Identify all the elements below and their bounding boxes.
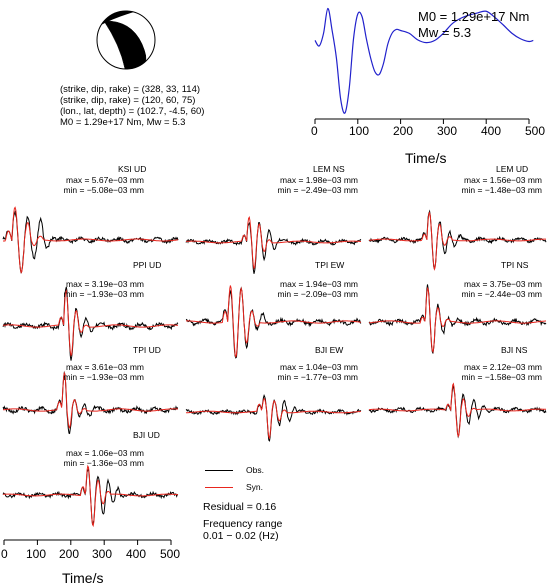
stf-curve <box>314 7 534 114</box>
bottom-tick-label: 500 <box>160 547 181 561</box>
station-label: PPI UD <box>133 260 162 270</box>
amplitude-max: max = 1.06e−03 mm <box>66 448 144 458</box>
station-label: LEM NS <box>313 164 345 174</box>
amplitude-min: min = −1.77e−03 mm <box>277 372 358 382</box>
amplitude-min: min = −1.48e−03 mm <box>461 185 542 195</box>
amplitude-min: min = −1.93e−03 mm <box>63 289 144 299</box>
synthetic-waveform <box>185 397 361 440</box>
synthetic-waveform <box>2 289 179 357</box>
synthetic-waveform <box>368 211 546 271</box>
obs-legend-label: Obs. <box>246 465 264 475</box>
source-location: (lon., lat, depth) = (102.7, -4.5, 60) <box>60 106 205 117</box>
bottom-tick-label: 400 <box>126 547 147 561</box>
amplitude-min: min = −2.44e−03 mm <box>461 289 542 299</box>
amplitude-max: max = 5.67e−03 mm <box>66 175 144 185</box>
station-label: LEM UD <box>496 164 529 174</box>
stf-tick-label: 200 <box>393 124 414 138</box>
bottom-x-axis-label: Time/s <box>62 570 104 586</box>
synthetic-waveform <box>368 382 546 438</box>
amplitude-min: min = −2.09e−03 mm <box>277 289 358 299</box>
synthetic-waveform <box>368 286 546 354</box>
stf-tick-label: 0 <box>311 124 318 138</box>
bottom-tick-label: 300 <box>92 547 113 561</box>
stf-m0-label: M0 = 1.29e+17 Nm <box>418 9 530 24</box>
obs-legend-swatch <box>205 470 233 472</box>
amplitude-max: max = 1.04e−03 mm <box>280 362 358 372</box>
frequency-range-title: Frequency range <box>203 518 283 530</box>
bottom-tick-label: 0 <box>1 547 8 561</box>
bottom-tick-label: 100 <box>26 547 47 561</box>
beachball-compressional-quadrant <box>103 20 147 70</box>
observed-waveform <box>2 210 179 274</box>
amplitude-min: min = −1.36e−03 mm <box>63 458 144 468</box>
syn-legend-label: Syn. <box>246 482 264 492</box>
synthetic-waveform <box>2 371 178 429</box>
observed-waveform <box>185 222 362 274</box>
stf-tick-label: 300 <box>437 124 458 138</box>
amplitude-min: min = −5.08e−03 mm <box>63 185 144 195</box>
station-label: TPI UD <box>133 345 161 355</box>
amplitude-max: max = 1.98e−03 mm <box>280 175 358 185</box>
synthetic-waveform <box>3 464 179 528</box>
observed-waveform <box>368 284 547 354</box>
amplitude-max: max = 3.75e−03 mm <box>464 279 542 289</box>
amplitude-min: min = −1.93e−03 mm <box>63 372 144 382</box>
synthetic-waveform <box>3 206 179 274</box>
stf-x-axis-label: Time/s <box>405 150 447 166</box>
nodal-plane-2: (strike, dip, rake) = (120, 60, 75) <box>60 95 196 106</box>
bottom-tick-label: 200 <box>59 547 80 561</box>
station-label: BJI EW <box>315 345 344 355</box>
station-label: BJI NS <box>501 345 528 355</box>
residual-label: Residual = 0.16 <box>203 501 277 513</box>
nodal-plane-1: (strike, dip, rake) = (328, 33, 114) <box>60 84 201 95</box>
synthetic-waveform <box>185 216 361 270</box>
stf-tick-label: 400 <box>481 124 502 138</box>
amplitude-max: max = 2.12e−03 mm <box>464 362 542 372</box>
synthetic-waveform <box>186 285 362 358</box>
stf-tick-label: 500 <box>525 124 546 138</box>
beachball-compressional-quadrant <box>101 10 134 25</box>
stf-mw-label: Mw = 5.3 <box>418 25 472 40</box>
stf-tick-label: 100 <box>349 124 370 138</box>
moment-magnitude: M0 = 1.29e+17 Nm, Mw = 5.3 <box>60 117 186 128</box>
amplitude-max: max = 1.94e−03 mm <box>280 279 358 289</box>
amplitude-max: max = 3.19e−03 mm <box>66 279 144 289</box>
amplitude-max: max = 1.56e−03 mm <box>464 175 542 185</box>
station-label: TPI NS <box>501 260 529 270</box>
amplitude-min: min = −2.49e−03 mm <box>277 185 358 195</box>
station-label: TPI EW <box>315 260 345 270</box>
amplitude-min: min = −1.58e−03 mm <box>461 372 542 382</box>
amplitude-max: max = 3.61e−03 mm <box>66 362 144 372</box>
station-label: BJI UD <box>133 430 160 440</box>
syn-legend-swatch <box>205 487 233 489</box>
observed-waveform <box>2 286 179 361</box>
frequency-range-value: 0.01 − 0.02 (Hz) <box>203 530 279 542</box>
station-label: KSI UD <box>118 164 147 174</box>
